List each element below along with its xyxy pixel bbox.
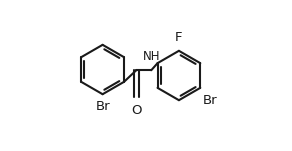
Text: O: O xyxy=(131,104,142,117)
Text: Br: Br xyxy=(95,100,110,114)
Text: NH: NH xyxy=(143,50,160,63)
Text: Br: Br xyxy=(203,94,217,107)
Text: F: F xyxy=(175,31,183,44)
